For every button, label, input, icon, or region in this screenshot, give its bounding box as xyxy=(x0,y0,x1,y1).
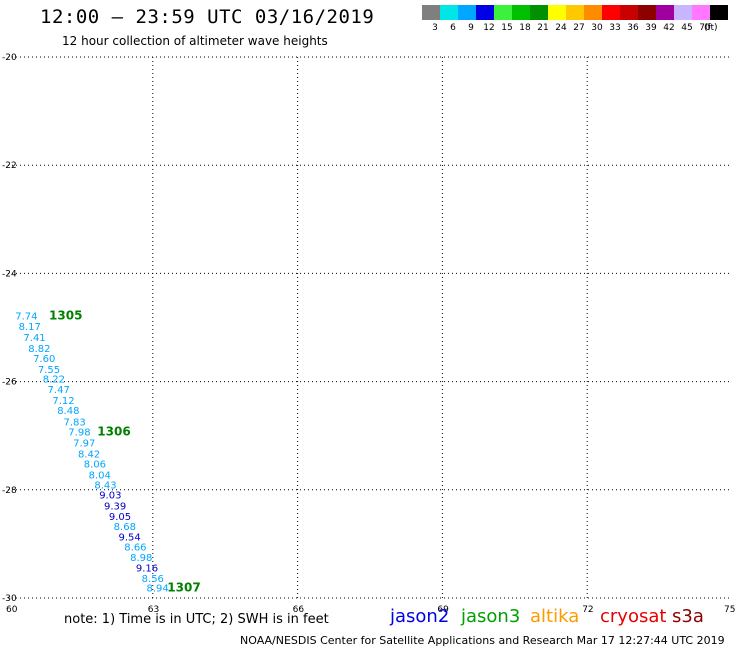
wave-height-label: 9.54 xyxy=(118,533,140,544)
legend-swatch xyxy=(476,5,494,20)
satellite-label: cryosat xyxy=(600,606,667,627)
legend-label: 36 xyxy=(627,23,639,33)
pass-time-label: 1307 xyxy=(167,581,200,595)
lat-tick-label: -20 xyxy=(2,53,17,63)
wave-height-label: 8.04 xyxy=(89,470,111,481)
pass-time-label: 1305 xyxy=(49,308,82,322)
legend-swatch xyxy=(674,5,692,20)
legend-swatch xyxy=(692,5,710,20)
wave-height-label: 9.03 xyxy=(99,490,121,501)
legend-swatch xyxy=(440,5,458,20)
legend-label: 21 xyxy=(537,23,549,33)
lon-tick-label: 72 xyxy=(582,605,593,615)
legend-label: 27 xyxy=(573,23,585,33)
wave-height-label: 7.83 xyxy=(63,417,85,428)
wave-height-label: 7.97 xyxy=(73,439,95,450)
wave-height-label: 8.42 xyxy=(78,449,100,460)
page-subtitle: 12 hour collection of altimeter wave hei… xyxy=(62,34,328,48)
wave-height-label: 8.48 xyxy=(57,406,79,417)
legend-swatch xyxy=(422,5,440,20)
wave-height-label: 9.16 xyxy=(136,563,158,574)
wave-height-label: 7.12 xyxy=(52,396,74,407)
wave-height-label: 7.55 xyxy=(38,365,60,376)
lat-tick-label: -28 xyxy=(2,486,17,496)
legend-swatch xyxy=(620,5,638,20)
legend-label: 30 xyxy=(591,23,603,33)
legend-label: 70 xyxy=(699,23,711,33)
legend-swatch xyxy=(512,5,530,20)
legend-swatch xyxy=(458,5,476,20)
wave-height-label: 8.06 xyxy=(84,460,106,471)
color-legend: 3 6 9 12 15 18 21 24 27 30 33 36 39 42 45 70 (ft) xyxy=(422,5,728,39)
legend-label: 45 xyxy=(681,23,693,33)
lat-tick-label: -22 xyxy=(2,161,17,171)
pass-time-label: 1306 xyxy=(97,425,130,439)
satellite-label: jason2 xyxy=(390,606,450,627)
footnote: note: 1) Time is in UTC; 2) SWH is in fe… xyxy=(64,612,329,627)
legend-label: 15 xyxy=(501,23,513,33)
legend-unit: (ft) xyxy=(704,23,718,33)
satellite-label: s3a xyxy=(672,606,704,627)
satellite-label: altika xyxy=(530,606,580,627)
wave-height-label: 7.47 xyxy=(48,385,70,396)
legend-swatch xyxy=(548,5,566,20)
wave-height-label: 9.05 xyxy=(109,512,131,523)
legend-swatch xyxy=(602,5,620,20)
wave-height-label: 8.66 xyxy=(124,542,146,553)
legend-label: 6 xyxy=(450,23,456,33)
legend-swatch xyxy=(566,5,584,20)
legend-label: 39 xyxy=(645,23,657,33)
wave-height-label: 7.98 xyxy=(68,428,90,439)
lon-tick-label: 69 xyxy=(437,605,449,615)
wave-height-label: 8.94 xyxy=(146,584,168,595)
wave-height-label: 9.39 xyxy=(104,501,126,512)
credit-line: NOAA/NESDIS Center for Satellite Applica… xyxy=(240,634,725,647)
wave-height-label: 8.82 xyxy=(28,344,50,355)
legend-label: 33 xyxy=(609,23,621,33)
legend-label: 12 xyxy=(483,23,495,33)
lon-tick-label: 66 xyxy=(293,605,305,615)
page-title: 12:00 – 23:59 UTC 03/16/2019 xyxy=(40,6,375,28)
wave-height-label: 8.17 xyxy=(19,322,41,333)
legend-swatch xyxy=(656,5,674,20)
wave-height-label: 8.56 xyxy=(142,574,164,585)
legend-label: 24 xyxy=(555,23,567,33)
lon-tick-label: 75 xyxy=(724,605,735,615)
lon-tick-label: 63 xyxy=(148,605,159,615)
legend-label: 9 xyxy=(468,23,474,33)
lat-tick-label: -30 xyxy=(2,594,17,604)
wave-height-label: 7.41 xyxy=(23,333,45,344)
wave-height-label: 8.98 xyxy=(130,553,152,564)
wave-height-label: 7.60 xyxy=(33,354,55,365)
legend-label: 3 xyxy=(432,23,438,33)
lat-tick-label: -24 xyxy=(2,269,17,279)
legend-swatch xyxy=(530,5,548,20)
legend-swatch xyxy=(584,5,602,20)
legend-swatch xyxy=(710,5,728,20)
wave-height-label: 7.74 xyxy=(15,311,37,322)
lat-tick-label: -26 xyxy=(2,378,17,388)
legend-swatch xyxy=(494,5,512,20)
legend-label: 42 xyxy=(663,23,675,33)
wave-height-label: 8.22 xyxy=(43,375,65,386)
legend-swatch xyxy=(638,5,656,20)
wave-height-label: 8.68 xyxy=(114,522,136,533)
lon-tick-label: 60 xyxy=(6,605,18,615)
wave-height-label: 8.43 xyxy=(94,481,116,492)
legend-label: 18 xyxy=(519,23,531,33)
satellite-label: jason3 xyxy=(461,606,521,627)
